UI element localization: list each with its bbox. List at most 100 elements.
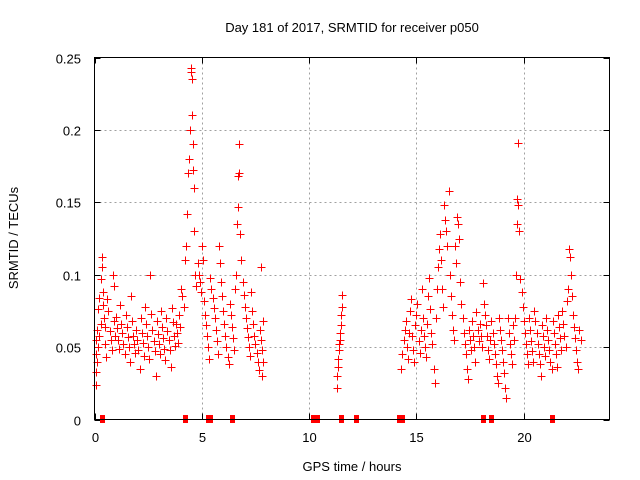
data-point (259, 358, 268, 367)
data-point (440, 201, 449, 210)
data-point (562, 343, 571, 352)
data-point (119, 340, 128, 349)
data-point (258, 372, 267, 381)
data-point (513, 220, 522, 229)
data-point (502, 394, 511, 403)
data-point (216, 259, 225, 268)
data-point (456, 278, 465, 287)
data-point (481, 311, 490, 320)
data-point (186, 126, 195, 135)
x-tick-label: 15 (409, 430, 423, 445)
data-point (465, 326, 474, 335)
data-point (94, 343, 103, 352)
data-point (563, 297, 572, 306)
data-point (180, 303, 189, 312)
data-point (98, 253, 107, 262)
y-tick-label: 0.15 (56, 196, 81, 211)
data-point (523, 350, 532, 359)
data-point (468, 317, 477, 326)
data-point (564, 285, 573, 294)
data-point (95, 332, 104, 341)
data-point (137, 314, 146, 323)
x-tick-label: 0 (92, 430, 99, 445)
data-point (160, 345, 169, 354)
plot-frame (94, 57, 610, 420)
data-point (103, 295, 112, 304)
y-tick-label: 0.1 (63, 269, 81, 284)
data-point (336, 336, 345, 345)
data-point (165, 336, 174, 345)
data-point (138, 329, 147, 338)
data-point (235, 169, 244, 178)
y-tick-label: 0.2 (63, 124, 81, 139)
data-point (534, 340, 543, 349)
data-point (577, 336, 586, 345)
data-point (453, 213, 462, 222)
data-point (92, 350, 101, 359)
data-point (334, 363, 343, 372)
data-point (201, 311, 210, 320)
data-point (514, 139, 523, 148)
data-point (104, 307, 113, 316)
data-point (575, 326, 584, 335)
data-point (507, 350, 516, 359)
data-point (504, 314, 513, 323)
data-point (148, 326, 157, 335)
data-point (548, 365, 557, 374)
data-point (569, 311, 578, 320)
data-point (183, 210, 192, 219)
data-point (225, 360, 234, 369)
data-point (176, 323, 185, 332)
data-point (455, 235, 464, 244)
data-point (469, 332, 478, 341)
data-point (101, 323, 110, 332)
data-point (422, 353, 431, 362)
data-point (511, 314, 520, 323)
data-point (438, 285, 447, 294)
data-point (178, 292, 187, 301)
data-point (195, 271, 204, 280)
data-point (411, 321, 420, 330)
data-point (334, 355, 343, 364)
data-point (207, 285, 216, 294)
data-point (101, 340, 110, 349)
data-point (237, 256, 246, 265)
data-point (415, 337, 424, 346)
data-point (418, 285, 427, 294)
data-point (226, 300, 235, 309)
data-point (446, 271, 455, 280)
data-point (136, 365, 145, 374)
data-point (400, 336, 409, 345)
data-point (559, 320, 568, 329)
data-point (231, 285, 240, 294)
data-point (568, 292, 577, 301)
data-point (249, 320, 258, 329)
grid (94, 57, 610, 420)
data-point (528, 347, 537, 356)
data-point (217, 278, 226, 287)
data-point (139, 339, 148, 348)
data-point (255, 366, 264, 375)
data-point (220, 320, 229, 329)
data-point (398, 350, 407, 359)
data-point (248, 307, 257, 316)
data-point (413, 300, 422, 309)
data-point (558, 307, 567, 316)
data-point (166, 346, 175, 355)
data-point (177, 285, 186, 294)
data-point (243, 324, 252, 333)
data-point (571, 334, 580, 343)
data-point (475, 337, 484, 346)
data-point (402, 317, 411, 326)
x-tick-label: 10 (302, 430, 316, 445)
data-point (163, 327, 172, 336)
data-point (499, 358, 508, 367)
data-point (122, 311, 131, 320)
data-point (157, 307, 166, 316)
data-point (129, 332, 138, 341)
data-point (187, 64, 196, 73)
data-point (132, 326, 141, 335)
data-point (196, 278, 205, 287)
data-point (228, 323, 237, 332)
